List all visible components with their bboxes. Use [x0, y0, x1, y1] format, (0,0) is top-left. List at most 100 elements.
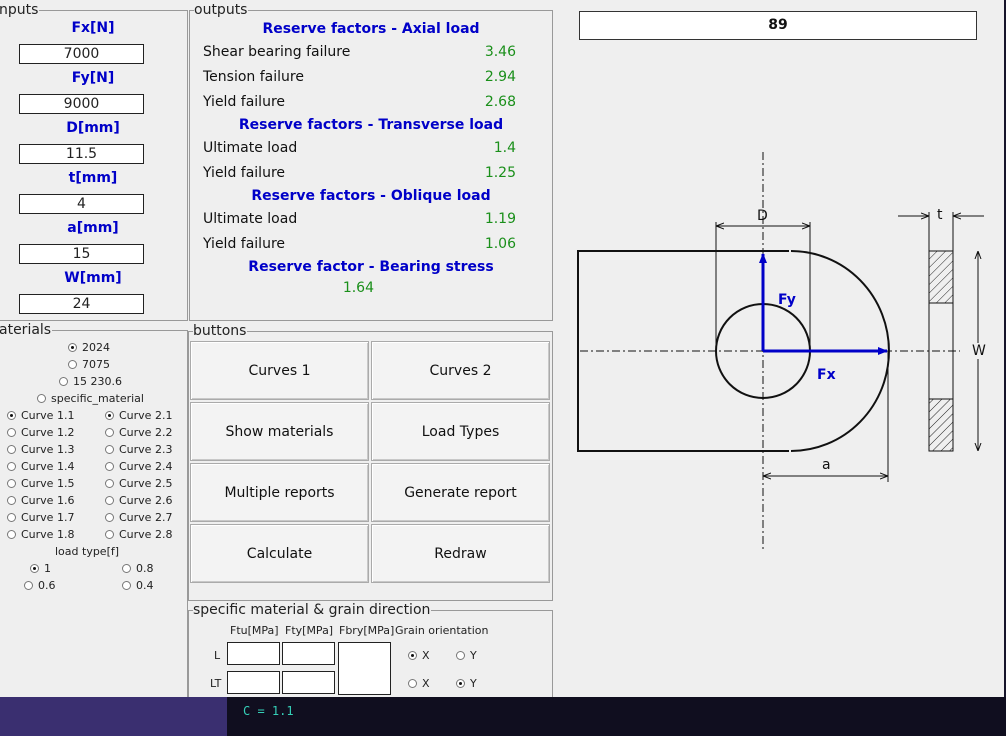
fx-label: Fx	[817, 367, 836, 383]
generate-report-button[interactable]: Generate report	[371, 463, 550, 522]
grain-l-x-radio[interactable]: X	[408, 649, 430, 662]
radio-indicator	[7, 411, 16, 420]
radio-indicator	[37, 394, 46, 403]
show-materials-button[interactable]: Show materials	[190, 402, 369, 461]
row-l-label: L	[214, 649, 221, 662]
materials-panel: aterials	[0, 322, 188, 697]
radio-label: 0.4	[136, 579, 154, 592]
radio-label: Curve 1.4	[21, 460, 75, 473]
redraw-button[interactable]: Redraw	[371, 524, 550, 583]
curve-1-radio-1[interactable]: Curve 1.1	[7, 409, 74, 422]
curve-2-radio-3[interactable]: Curve 2.3	[105, 443, 172, 456]
bearing-stress-title: Reserve factor - Bearing stress	[248, 259, 494, 275]
oblique-load-title: Reserve factors - Oblique load	[251, 188, 491, 204]
grain-l-y-radio[interactable]: Y	[456, 649, 477, 662]
grain-lt-x-radio[interactable]: X	[408, 677, 430, 690]
transverse-load-title: Reserve factors - Transverse load	[238, 117, 504, 133]
curve-2-radio-4[interactable]: Curve 2.4	[105, 460, 172, 473]
radio-indicator	[105, 496, 114, 505]
radio-label: Curve 2.3	[119, 443, 173, 456]
axial-shear-label: Shear bearing failure	[203, 44, 351, 60]
input-field-d[interactable]: 11.5	[19, 144, 144, 164]
curve-1-radio-3[interactable]: Curve 1.3	[7, 443, 74, 456]
material-radio-3[interactable]: specific_material	[37, 392, 144, 405]
fty-lt-input[interactable]	[282, 671, 335, 694]
radio-label: Y	[470, 649, 477, 662]
load-type-radio-3[interactable]: 0.4	[122, 579, 154, 592]
curve-1-radio-2[interactable]: Curve 1.2	[7, 426, 74, 439]
terminal-line: C = 1.1	[243, 704, 294, 718]
ftu-l-input[interactable]	[227, 642, 280, 665]
input-field-t[interactable]: 4	[19, 194, 144, 214]
oblique-ultimate-value: 1.19	[484, 211, 516, 227]
curve-1-radio-7[interactable]: Curve 1.7	[7, 511, 74, 524]
axial-tension-label: Tension failure	[203, 69, 304, 85]
radio-indicator	[59, 377, 68, 386]
curve-2-radio-8[interactable]: Curve 2.8	[105, 528, 172, 541]
inputs-panel-title: nputs	[0, 2, 40, 18]
fty-column-header: Fty[MPa]	[285, 624, 334, 637]
radio-indicator	[68, 360, 77, 369]
t-dimension-label: t	[937, 207, 943, 223]
multiple-reports-button[interactable]: Multiple reports	[190, 463, 369, 522]
input-field-fx[interactable]: 7000	[19, 44, 144, 64]
fbry-input[interactable]	[338, 642, 391, 695]
hole-circle	[715, 303, 811, 399]
curve-1-radio-6[interactable]: Curve 1.6	[7, 494, 74, 507]
ftu-lt-input[interactable]	[227, 671, 280, 694]
radio-indicator	[7, 513, 16, 522]
curve-2-radio-7[interactable]: Curve 2.7	[105, 511, 172, 524]
load-types-button[interactable]: Load Types	[371, 402, 550, 461]
radio-label: 15 230.6	[73, 375, 122, 388]
axial-yield-value: 2.68	[484, 94, 516, 110]
curves-1-button[interactable]: Curves 1	[190, 341, 369, 400]
transverse-ultimate-label: Ultimate load	[203, 140, 298, 156]
terminal-window: C = 1.1	[227, 697, 1006, 736]
outputs-panel-title: outputs	[194, 2, 249, 18]
radio-label: 1	[44, 562, 51, 575]
radio-label: Curve 1.3	[21, 443, 75, 456]
material-radio-0[interactable]: 2024	[68, 341, 110, 354]
fy-label: Fy	[778, 292, 796, 308]
thickness-hatch-bottom	[928, 398, 954, 452]
app-window: nputs outputs Reserve factors - Axial lo…	[0, 0, 1004, 697]
input-field-fy[interactable]: 9000	[19, 94, 144, 114]
material-radio-1[interactable]: 7075	[68, 358, 110, 371]
lug-outline	[577, 250, 789, 452]
radio-indicator	[122, 581, 131, 590]
radio-label: Curve 1.2	[21, 426, 75, 439]
curve-1-radio-4[interactable]: Curve 1.4	[7, 460, 74, 473]
material-radio-2[interactable]: 15 230.6	[59, 375, 122, 388]
curves-2-button[interactable]: Curves 2	[371, 341, 550, 400]
radio-indicator	[7, 428, 16, 437]
radio-label: Y	[470, 677, 477, 690]
curve-2-radio-2[interactable]: Curve 2.2	[105, 426, 172, 439]
axial-yield-label: Yield failure	[203, 94, 286, 110]
load-type-radio-0[interactable]: 1	[30, 562, 51, 575]
w-dimension-label: W	[972, 343, 986, 359]
specific-material-panel: specific material & grain direction	[188, 602, 553, 697]
inputs-panel: nputs	[0, 2, 188, 321]
curve-2-radio-1[interactable]: Curve 2.1	[105, 409, 172, 422]
calculate-button[interactable]: Calculate	[190, 524, 369, 583]
curve-2-radio-6[interactable]: Curve 2.6	[105, 494, 172, 507]
fty-l-input[interactable]	[282, 642, 335, 665]
buttons-panel-title: buttons	[193, 323, 248, 339]
radio-indicator	[30, 564, 39, 573]
input-field-w[interactable]: 24	[19, 294, 144, 314]
radio-label: 7075	[82, 358, 110, 371]
curve-1-radio-5[interactable]: Curve 1.5	[7, 477, 74, 490]
grain-lt-y-radio[interactable]: Y	[456, 677, 477, 690]
radio-indicator	[456, 679, 465, 688]
load-type-radio-1[interactable]: 0.8	[122, 562, 154, 575]
radio-label: 2024	[82, 341, 110, 354]
curve-2-radio-5[interactable]: Curve 2.5	[105, 477, 172, 490]
materials-panel-title: aterials	[0, 322, 53, 338]
row-lt-label: LT	[210, 677, 222, 690]
radio-label: Curve 2.6	[119, 494, 173, 507]
input-label-fx: Fx[N]	[71, 20, 115, 36]
input-field-a[interactable]: 15	[19, 244, 144, 264]
input-label-a: a[mm]	[67, 220, 119, 236]
curve-1-radio-8[interactable]: Curve 1.8	[7, 528, 74, 541]
load-type-radio-2[interactable]: 0.6	[24, 579, 56, 592]
